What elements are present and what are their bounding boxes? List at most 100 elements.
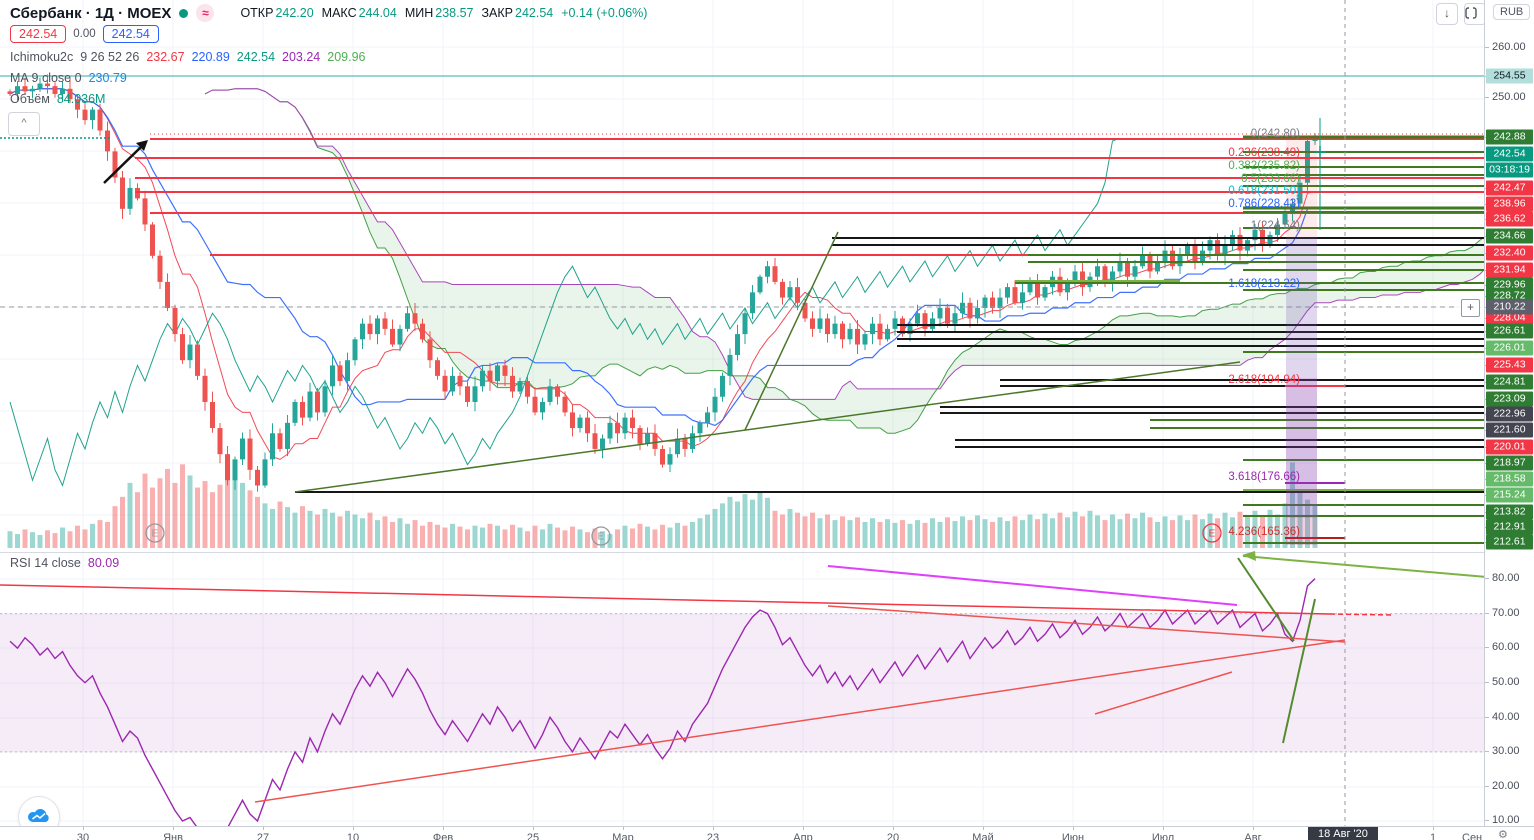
volume-bar xyxy=(307,510,313,548)
ma-value: 230.79 xyxy=(88,71,127,85)
time-tick-label: Май xyxy=(972,832,994,840)
volume-bar xyxy=(615,529,620,548)
volume-bar xyxy=(1132,518,1138,548)
rsi-legend[interactable]: RSI 14 close 80.09 xyxy=(10,556,119,570)
volume-bar xyxy=(937,521,943,548)
time-tick-label: 25 xyxy=(526,832,540,840)
collapse-legend-button[interactable]: ^ xyxy=(8,112,40,136)
candle-body xyxy=(525,381,530,397)
time-tick xyxy=(893,827,894,830)
candle-body xyxy=(1042,287,1048,298)
candle-body xyxy=(772,266,778,282)
candle-body xyxy=(375,318,380,335)
volume-bar xyxy=(225,478,230,548)
price-level-label: 221.60 xyxy=(1486,422,1533,438)
volume-bar xyxy=(1005,521,1010,548)
price-chart-canvas[interactable]: 0(242.80) 0.236(238.49)0.382(235.82)0.5(2… xyxy=(0,0,1484,552)
volume-bar xyxy=(600,531,605,548)
candle-body xyxy=(1305,140,1310,183)
candle-body xyxy=(22,86,28,92)
volume-bar xyxy=(577,529,583,548)
ma-legend[interactable]: MA 9 close 0 230.79 xyxy=(10,71,127,85)
rsi-trendline xyxy=(827,605,1346,643)
volume-bar xyxy=(427,521,433,548)
earnings-marker xyxy=(591,526,611,546)
volume-bar xyxy=(330,512,335,548)
symbol-title[interactable]: Сбербанк · 1Д · MOEX xyxy=(10,4,172,22)
time-tick xyxy=(443,827,444,830)
high-value: 244.04 xyxy=(358,6,397,20)
open-label: ОТКР xyxy=(240,6,274,20)
axis-tick xyxy=(1485,716,1489,718)
current-price-label: 242.54 xyxy=(1486,146,1533,162)
volume-bar xyxy=(630,528,635,548)
candle-body xyxy=(540,401,545,413)
earnings-marker xyxy=(145,523,165,543)
time-tick xyxy=(803,827,804,830)
volume-bar xyxy=(900,520,905,548)
candle-body xyxy=(1027,281,1033,293)
ichimoku-spana-value: 209.96 xyxy=(327,50,366,64)
candle-body xyxy=(1155,261,1160,272)
volume-bar xyxy=(682,525,688,548)
volume-bar xyxy=(352,514,358,548)
volume-bar xyxy=(1140,512,1145,548)
volume-bar xyxy=(15,534,20,548)
volume-bar xyxy=(645,526,650,548)
rsi-name: RSI 14 close xyxy=(10,556,81,570)
scroll-to-recent-button[interactable]: ↓ xyxy=(1436,3,1458,25)
volume-bar xyxy=(697,518,703,548)
volume-bar xyxy=(1035,519,1040,548)
volume-bar xyxy=(195,487,200,548)
volume-bar xyxy=(907,523,913,548)
price-level-label: 232.40 xyxy=(1486,245,1533,261)
rsi-chart-canvas[interactable] xyxy=(0,552,1484,827)
candle-body xyxy=(1102,266,1108,282)
volume-bar xyxy=(997,517,1003,548)
pine-indicator-icon[interactable]: ≈ xyxy=(196,4,215,22)
candle-body xyxy=(225,454,230,481)
volume-bar xyxy=(915,520,920,548)
volume-bar xyxy=(832,520,838,548)
axis-tick xyxy=(1485,646,1489,648)
candle-body xyxy=(795,287,800,303)
price-level-label: 210.22 xyxy=(1486,299,1533,315)
candle-body xyxy=(735,334,740,355)
candle-body xyxy=(240,438,245,460)
candle-body xyxy=(667,454,673,465)
volume-bar xyxy=(735,501,740,548)
time-axis[interactable]: 18 Авг '20 Сен ⚙ 30 Янв 27 10 Фев 25 Мар 23 Апр 2… xyxy=(0,826,1534,840)
ichimoku-legend[interactable]: Ichimoku2c 9 26 52 26 232.67 220.89 242.… xyxy=(10,50,366,64)
currency-button[interactable]: RUB xyxy=(1493,4,1531,20)
axis-tick xyxy=(1485,750,1489,752)
tenkan-line xyxy=(9,88,1316,460)
price-level-label: 236.62 xyxy=(1486,211,1533,227)
volume-bar xyxy=(202,481,208,548)
price-level-label: 223.09 xyxy=(1486,391,1533,407)
candle-body xyxy=(570,412,575,429)
candle-body xyxy=(750,292,755,314)
candle-body xyxy=(877,323,883,340)
axis-settings-gear-icon[interactable]: ⚙ xyxy=(1498,829,1508,840)
volume-bar xyxy=(1147,517,1153,548)
candle-body xyxy=(345,360,350,382)
volume-bar xyxy=(1087,510,1093,548)
candle-body xyxy=(622,417,628,434)
volume-bar xyxy=(1102,520,1108,548)
price-axis[interactable]: RUB 260.00 250.00 80.00 70.00 60.00 50.00 40.0… xyxy=(1484,0,1534,826)
time-tick xyxy=(533,827,534,830)
price-axis-tick-label: 60.00 xyxy=(1492,641,1520,653)
price-level-label: 231.94 xyxy=(1486,262,1533,278)
buy-price-button[interactable]: 242.54 xyxy=(102,25,159,43)
volume-bar xyxy=(1162,516,1168,548)
candle-body xyxy=(555,386,560,397)
candle-body xyxy=(997,297,1003,308)
fullscreen-button[interactable] xyxy=(1464,3,1486,25)
add-alert-plus-button[interactable]: + xyxy=(1461,299,1480,317)
fullscreen-icon xyxy=(1465,7,1477,19)
volume-legend[interactable]: Объём 84.036M xyxy=(10,92,105,106)
sell-price-button[interactable]: 242.54 xyxy=(10,25,67,43)
candle-body xyxy=(1035,281,1040,298)
volume-bar xyxy=(1012,516,1018,548)
candle-body xyxy=(585,417,590,434)
